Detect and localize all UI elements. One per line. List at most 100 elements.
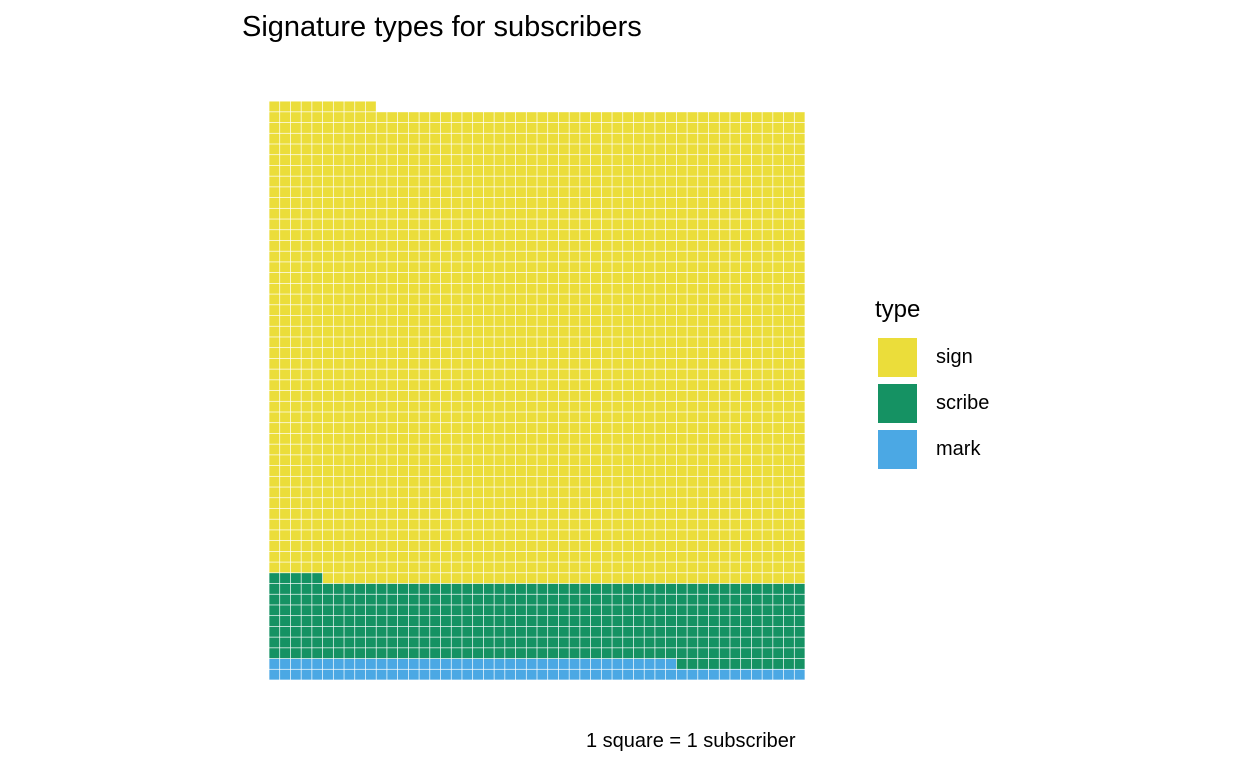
waffle-square-sign (569, 337, 580, 348)
waffle-square-sign (269, 176, 280, 187)
waffle-square-mark (537, 669, 548, 680)
waffle-square-sign (387, 465, 398, 476)
waffle-square-sign (322, 283, 333, 294)
waffle-square-scribe (280, 616, 291, 627)
waffle-square-scribe (783, 658, 794, 669)
waffle-square-sign (741, 133, 752, 144)
waffle-square-sign (280, 562, 291, 573)
waffle-square-sign (601, 476, 612, 487)
waffle-square-sign (312, 294, 323, 305)
waffle-square-sign (269, 348, 280, 359)
waffle-square-mark (741, 669, 752, 680)
waffle-square-sign (558, 423, 569, 434)
waffle-square-sign (580, 455, 591, 466)
waffle-square-sign (397, 326, 409, 337)
waffle-square-sign (773, 337, 784, 348)
waffle-square-scribe (644, 648, 655, 659)
waffle-square-sign (280, 465, 291, 476)
waffle-square-sign (601, 348, 612, 359)
waffle-square-sign (601, 251, 612, 262)
waffle-square-sign (430, 401, 441, 412)
waffle-square-sign (473, 390, 484, 401)
waffle-square-sign (505, 165, 516, 176)
waffle-square-sign (762, 508, 773, 519)
waffle-square-sign (440, 573, 451, 584)
waffle-square-scribe (387, 648, 398, 659)
waffle-square-sign (580, 294, 591, 305)
waffle-square-sign (783, 498, 794, 509)
waffle-square-sign (676, 412, 687, 423)
waffle-square-sign (419, 240, 430, 251)
waffle-square-sign (301, 337, 312, 348)
waffle-square-sign (783, 251, 794, 262)
waffle-square-sign (473, 305, 484, 316)
waffle-square-sign (794, 423, 805, 434)
waffle-square-sign (430, 326, 441, 337)
waffle-square-sign (783, 208, 794, 219)
waffle-square-scribe (312, 573, 323, 584)
waffle-square-sign (365, 251, 376, 262)
waffle-square-sign (537, 498, 548, 509)
waffle-square-scribe (580, 637, 591, 648)
waffle-square-sign (708, 197, 719, 208)
waffle-square-sign (312, 112, 323, 123)
waffle-square-sign (590, 305, 601, 316)
waffle-square-sign (408, 326, 419, 337)
waffle-square-scribe (569, 637, 580, 648)
waffle-square-sign (376, 369, 387, 380)
waffle-square-mark (505, 658, 516, 669)
waffle-square-sign (387, 208, 398, 219)
waffle-square-sign (440, 187, 451, 198)
waffle-square-mark (344, 669, 355, 680)
waffle-square-sign (751, 112, 762, 123)
waffle-square-sign (440, 369, 451, 380)
waffle-square-sign (333, 530, 344, 541)
waffle-square-sign (376, 197, 387, 208)
waffle-square-sign (333, 508, 344, 519)
waffle-square-sign (322, 540, 333, 552)
waffle-square-sign (290, 508, 301, 519)
waffle-square-sign (483, 305, 494, 316)
waffle-square-scribe (730, 637, 741, 648)
waffle-square-sign (601, 337, 612, 348)
waffle-square-sign (558, 465, 569, 476)
waffle-square-sign (751, 465, 762, 476)
waffle-square-sign (698, 423, 709, 434)
waffle-square-sign (483, 122, 494, 133)
waffle-square-sign (322, 230, 333, 241)
waffle-square-scribe (665, 648, 677, 659)
waffle-square-sign (569, 401, 580, 412)
waffle-square-sign (751, 197, 762, 208)
waffle-square-sign (665, 348, 677, 359)
waffle-square-sign (569, 508, 580, 519)
waffle-square-sign (708, 380, 719, 391)
waffle-square-mark (644, 669, 655, 680)
waffle-square-sign (612, 508, 623, 519)
waffle-square-sign (290, 476, 301, 487)
waffle-square-sign (612, 412, 623, 423)
waffle-square-mark (333, 669, 344, 680)
waffle-square-sign (687, 412, 698, 423)
waffle-square-sign (322, 176, 333, 187)
waffle-square-sign (473, 498, 484, 509)
waffle-square-sign (322, 326, 333, 337)
waffle-square-scribe (473, 605, 484, 616)
waffle-square-sign (783, 305, 794, 316)
waffle-square-sign (333, 519, 344, 530)
waffle-square-sign (719, 262, 730, 273)
waffle-square-sign (590, 197, 601, 208)
waffle-square-sign (794, 144, 805, 155)
waffle-square-sign (473, 423, 484, 434)
waffle-square-sign (687, 133, 698, 144)
waffle-square-sign (505, 551, 516, 562)
waffle-square-sign (322, 476, 333, 487)
waffle-square-sign (376, 465, 387, 476)
waffle-square-sign (644, 315, 655, 326)
waffle-square-sign (655, 508, 666, 519)
waffle-square-sign (419, 176, 430, 187)
waffle-square-sign (623, 208, 634, 219)
waffle-square-sign (548, 530, 559, 541)
waffle-square-sign (430, 240, 441, 251)
waffle-square-sign (376, 251, 387, 262)
waffle-square-sign (312, 176, 323, 187)
